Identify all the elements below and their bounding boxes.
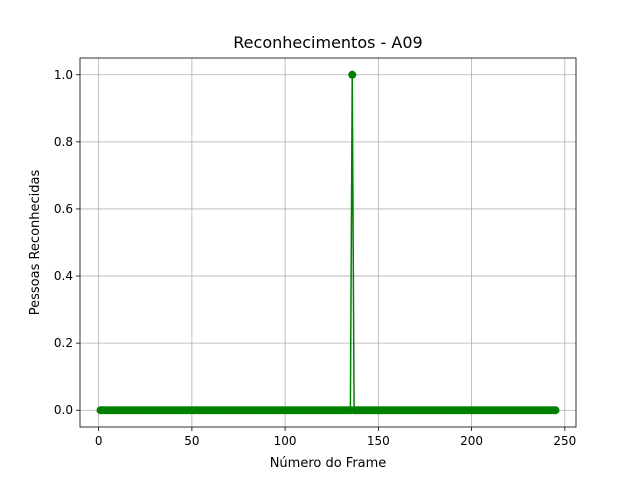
y-tick-label: 0.4	[54, 269, 73, 283]
x-tick-label: 100	[274, 434, 297, 448]
data-point	[348, 70, 357, 79]
y-axis-ticks: 0.0 0.2 0.4 0.6 0.8 1.0	[54, 68, 80, 417]
x-axis-label: Número do Frame	[270, 456, 387, 471]
y-tick-label: 1.0	[54, 68, 73, 82]
plot-frame	[79, 57, 577, 428]
y-tick-label: 0.8	[54, 135, 73, 149]
y-axis-label: Pessoas Reconhecidas	[28, 170, 43, 316]
chart-title: Reconhecimentos - A09	[233, 33, 422, 52]
y-tick-label: 0.2	[54, 336, 73, 350]
y-tick-label: 0.6	[54, 202, 73, 216]
grid	[80, 58, 576, 427]
data-point	[551, 406, 560, 415]
x-tick-label: 50	[184, 434, 199, 448]
series-line	[100, 74, 556, 411]
y-tick-label: 0.0	[54, 403, 73, 417]
series-recognitions	[96, 70, 560, 415]
x-tick-label: 0	[95, 434, 103, 448]
x-tick-label: 150	[367, 434, 390, 448]
x-tick-label: 200	[460, 434, 483, 448]
x-axis-ticks: 0 50 100 150 200 250	[95, 427, 576, 448]
x-tick-label: 250	[553, 434, 576, 448]
